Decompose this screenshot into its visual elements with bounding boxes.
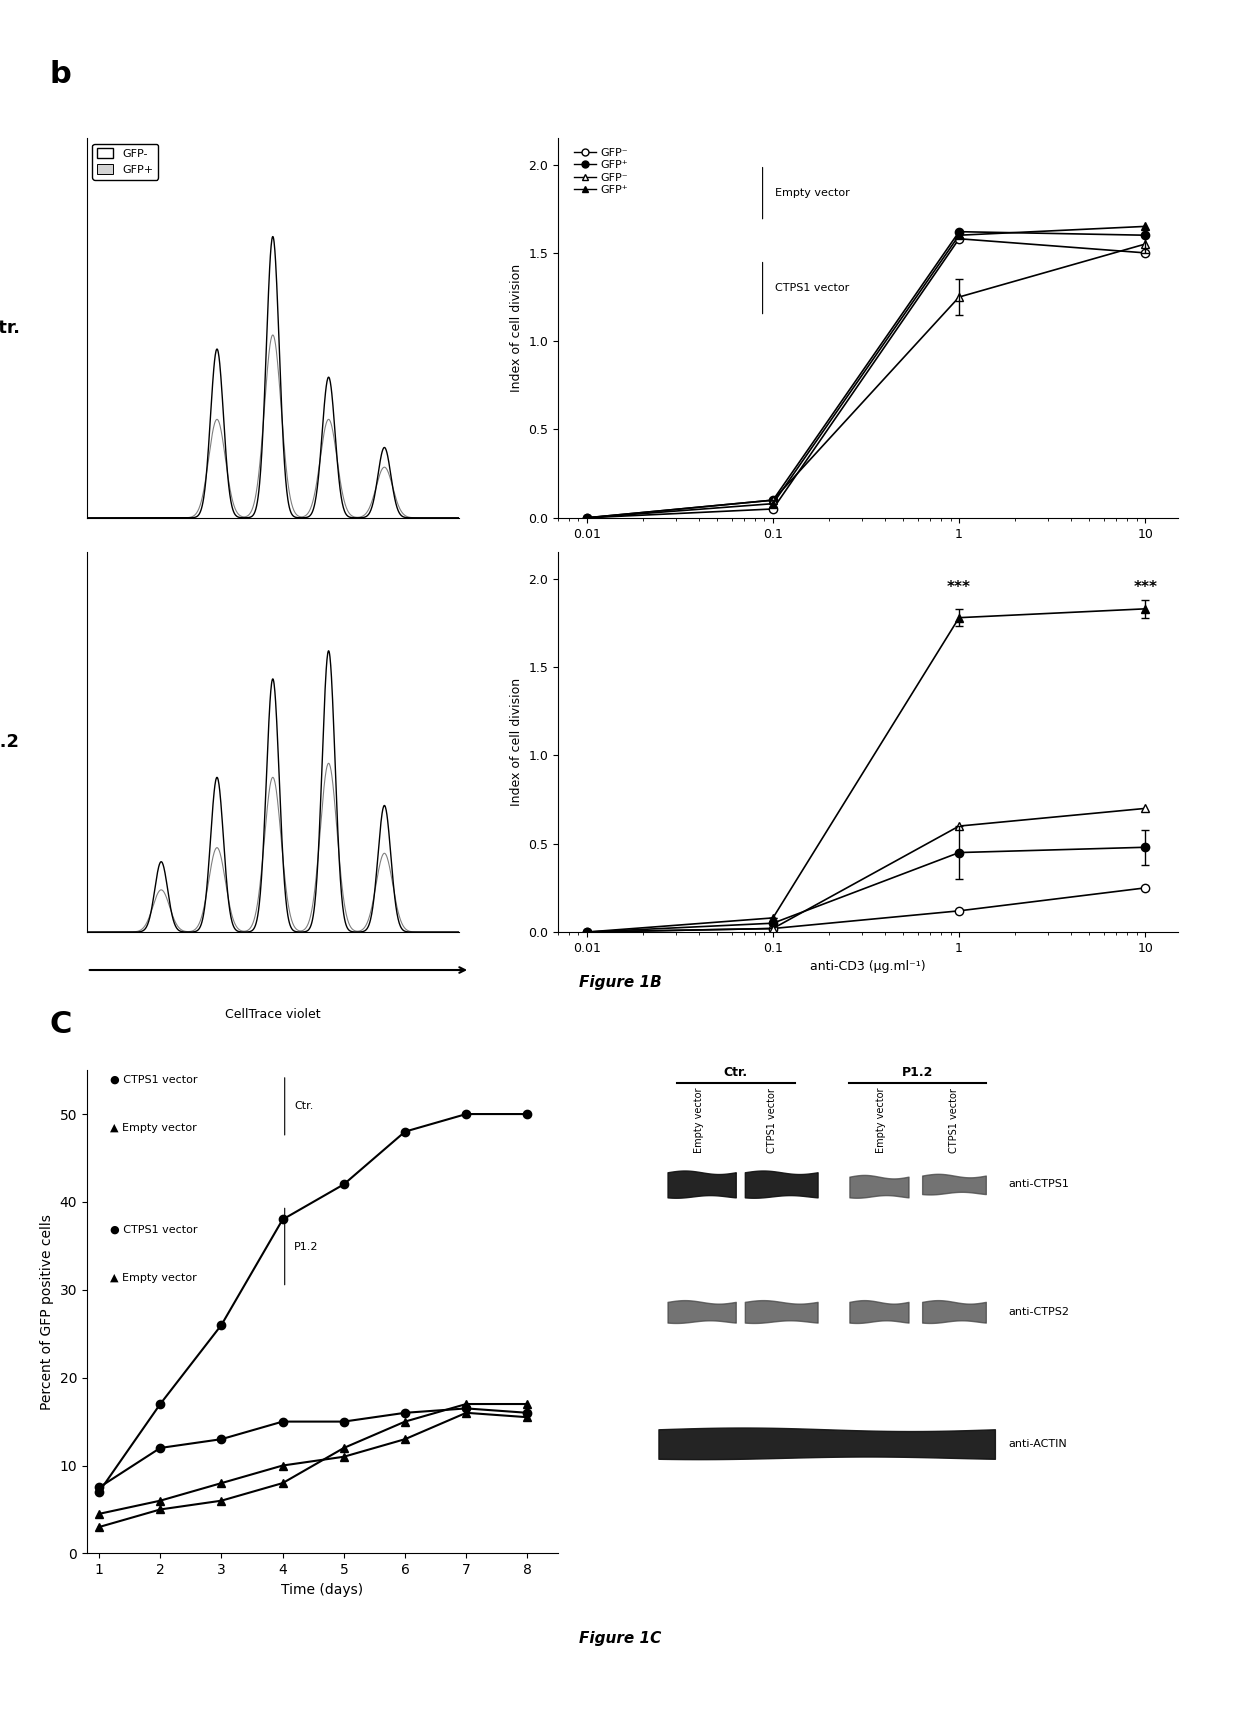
Legend: GFP-, GFP+: GFP-, GFP+ xyxy=(92,143,157,180)
Text: CTPS1 vector: CTPS1 vector xyxy=(775,283,849,293)
Text: CellTrace violet: CellTrace violet xyxy=(224,1008,321,1022)
Text: Empty vector: Empty vector xyxy=(775,188,849,198)
X-axis label: Time (days): Time (days) xyxy=(281,1583,363,1597)
Text: ● CTPS1 vector: ● CTPS1 vector xyxy=(110,1225,198,1234)
Text: ***: *** xyxy=(1133,580,1157,595)
Text: CTPS1 vector: CTPS1 vector xyxy=(768,1087,777,1153)
Y-axis label: Index of cell division: Index of cell division xyxy=(510,264,523,392)
Text: b: b xyxy=(50,60,72,90)
Text: P1.2: P1.2 xyxy=(294,1241,319,1251)
Text: Empty vector: Empty vector xyxy=(694,1087,704,1153)
Text: P1.2: P1.2 xyxy=(0,734,20,751)
Text: C: C xyxy=(50,1010,72,1039)
Text: Ctr.: Ctr. xyxy=(0,319,20,337)
Text: Ctr.: Ctr. xyxy=(724,1067,748,1079)
X-axis label: anti-CD3 (μg.ml⁻¹): anti-CD3 (μg.ml⁻¹) xyxy=(810,960,926,973)
Text: ▲ Empty vector: ▲ Empty vector xyxy=(110,1124,197,1134)
Y-axis label: Index of cell division: Index of cell division xyxy=(510,678,523,806)
Text: CTPS1 vector: CTPS1 vector xyxy=(949,1087,959,1153)
Text: Ctr.: Ctr. xyxy=(294,1101,314,1112)
Text: Empty vector: Empty vector xyxy=(877,1087,887,1153)
Legend: GFP⁻, GFP⁺, GFP⁻, GFP⁺: GFP⁻, GFP⁺, GFP⁻, GFP⁺ xyxy=(569,143,632,198)
Text: ● CTPS1 vector: ● CTPS1 vector xyxy=(110,1075,198,1086)
Text: ***: *** xyxy=(947,580,971,595)
Text: anti-ACTIN: anti-ACTIN xyxy=(1008,1438,1068,1448)
Y-axis label: Percent of GFP positive cells: Percent of GFP positive cells xyxy=(40,1213,53,1410)
Text: anti-CTPS2: anti-CTPS2 xyxy=(1008,1307,1070,1317)
Text: anti-CTPS1: anti-CTPS1 xyxy=(1008,1179,1069,1189)
Text: ▲ Empty vector: ▲ Empty vector xyxy=(110,1274,197,1282)
Text: Figure 1B: Figure 1B xyxy=(579,975,661,991)
Text: P1.2: P1.2 xyxy=(901,1067,934,1079)
Text: Figure 1C: Figure 1C xyxy=(579,1631,661,1647)
